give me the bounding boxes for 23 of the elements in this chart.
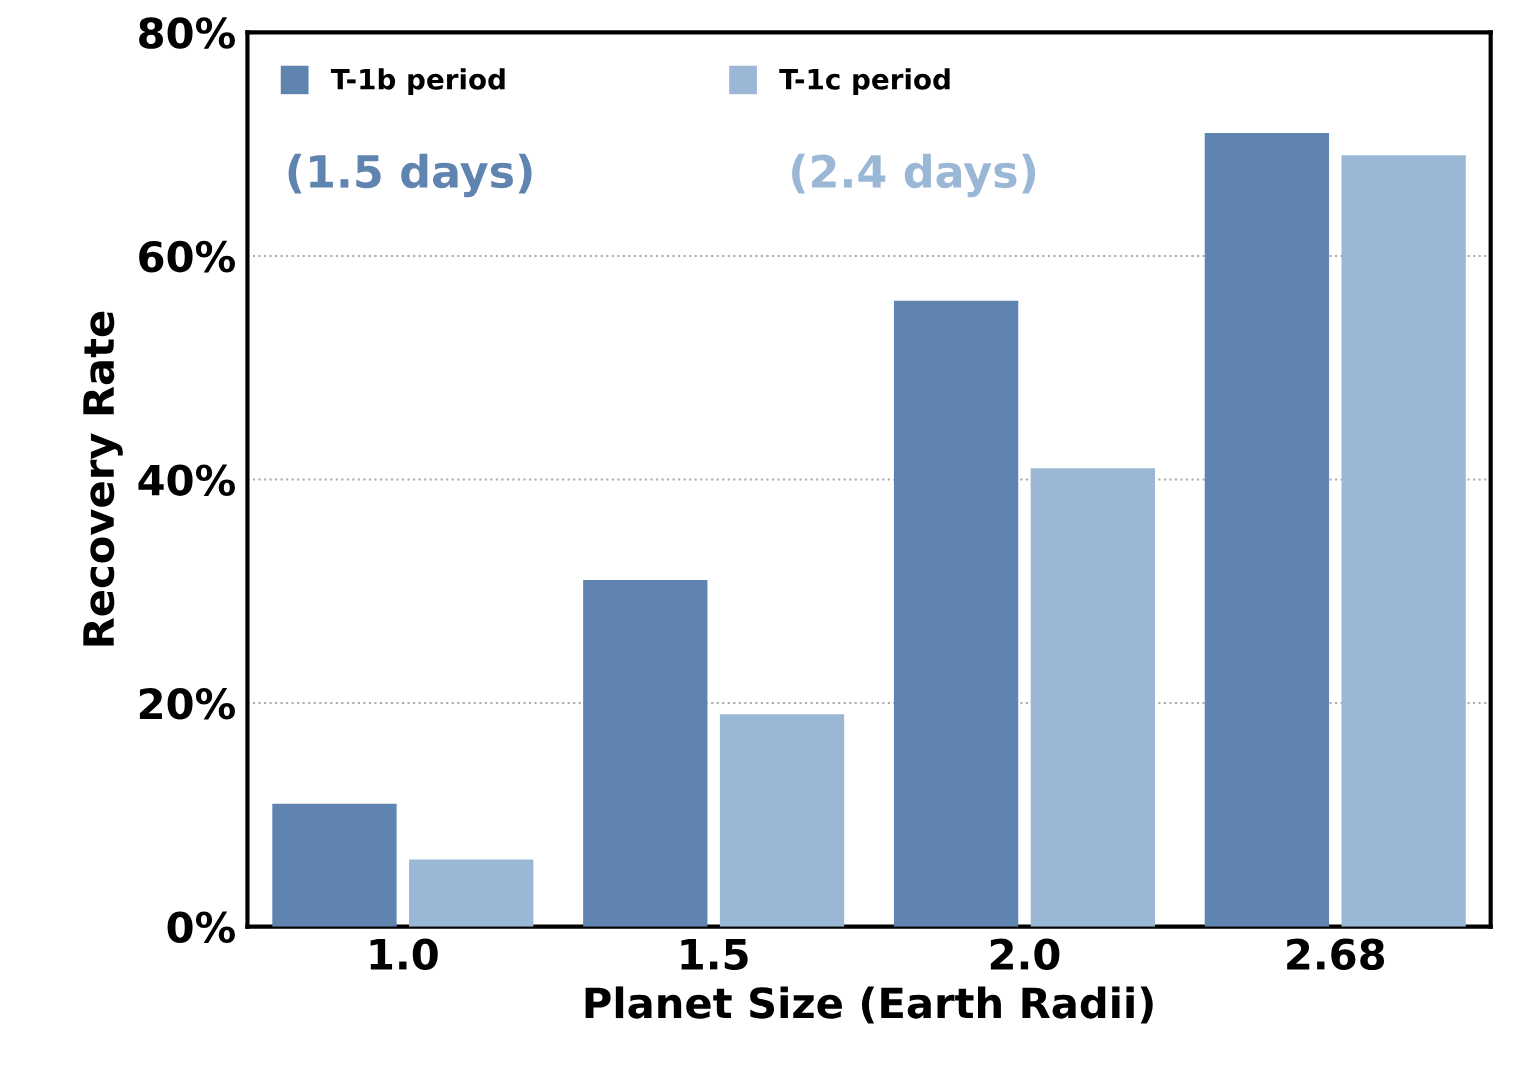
x-tick-label: 1.5 bbox=[681, 939, 748, 970]
x-axis-title: Planet Size (Earth Radii) bbox=[585, 986, 1153, 1024]
bar bbox=[409, 859, 534, 927]
bar bbox=[272, 803, 397, 927]
y-tick-label: 40% bbox=[138, 464, 235, 496]
legend-label: T-1c period bbox=[779, 68, 950, 96]
bar bbox=[893, 300, 1019, 927]
y-tick-label: 60% bbox=[139, 240, 235, 273]
y-tick-label: 0% bbox=[167, 911, 235, 944]
bar bbox=[1204, 133, 1330, 927]
bar bbox=[1030, 468, 1155, 927]
x-tick-label: 2.0 bbox=[990, 938, 1060, 970]
bar bbox=[719, 714, 845, 927]
annotation: (1.5 days) bbox=[288, 153, 532, 198]
bar bbox=[583, 580, 708, 927]
y-tick-label: 80% bbox=[139, 17, 235, 49]
x-tick-label: 2.68 bbox=[1287, 938, 1385, 970]
y-tick-label: 20% bbox=[139, 687, 235, 720]
bar bbox=[1341, 155, 1466, 927]
annotation: (2.4 days) bbox=[792, 153, 1036, 198]
y-axis-title: Recovery Rate bbox=[83, 311, 123, 646]
x-tick-label: 1.0 bbox=[370, 938, 438, 970]
legend-label: T-1b period bbox=[330, 68, 505, 96]
